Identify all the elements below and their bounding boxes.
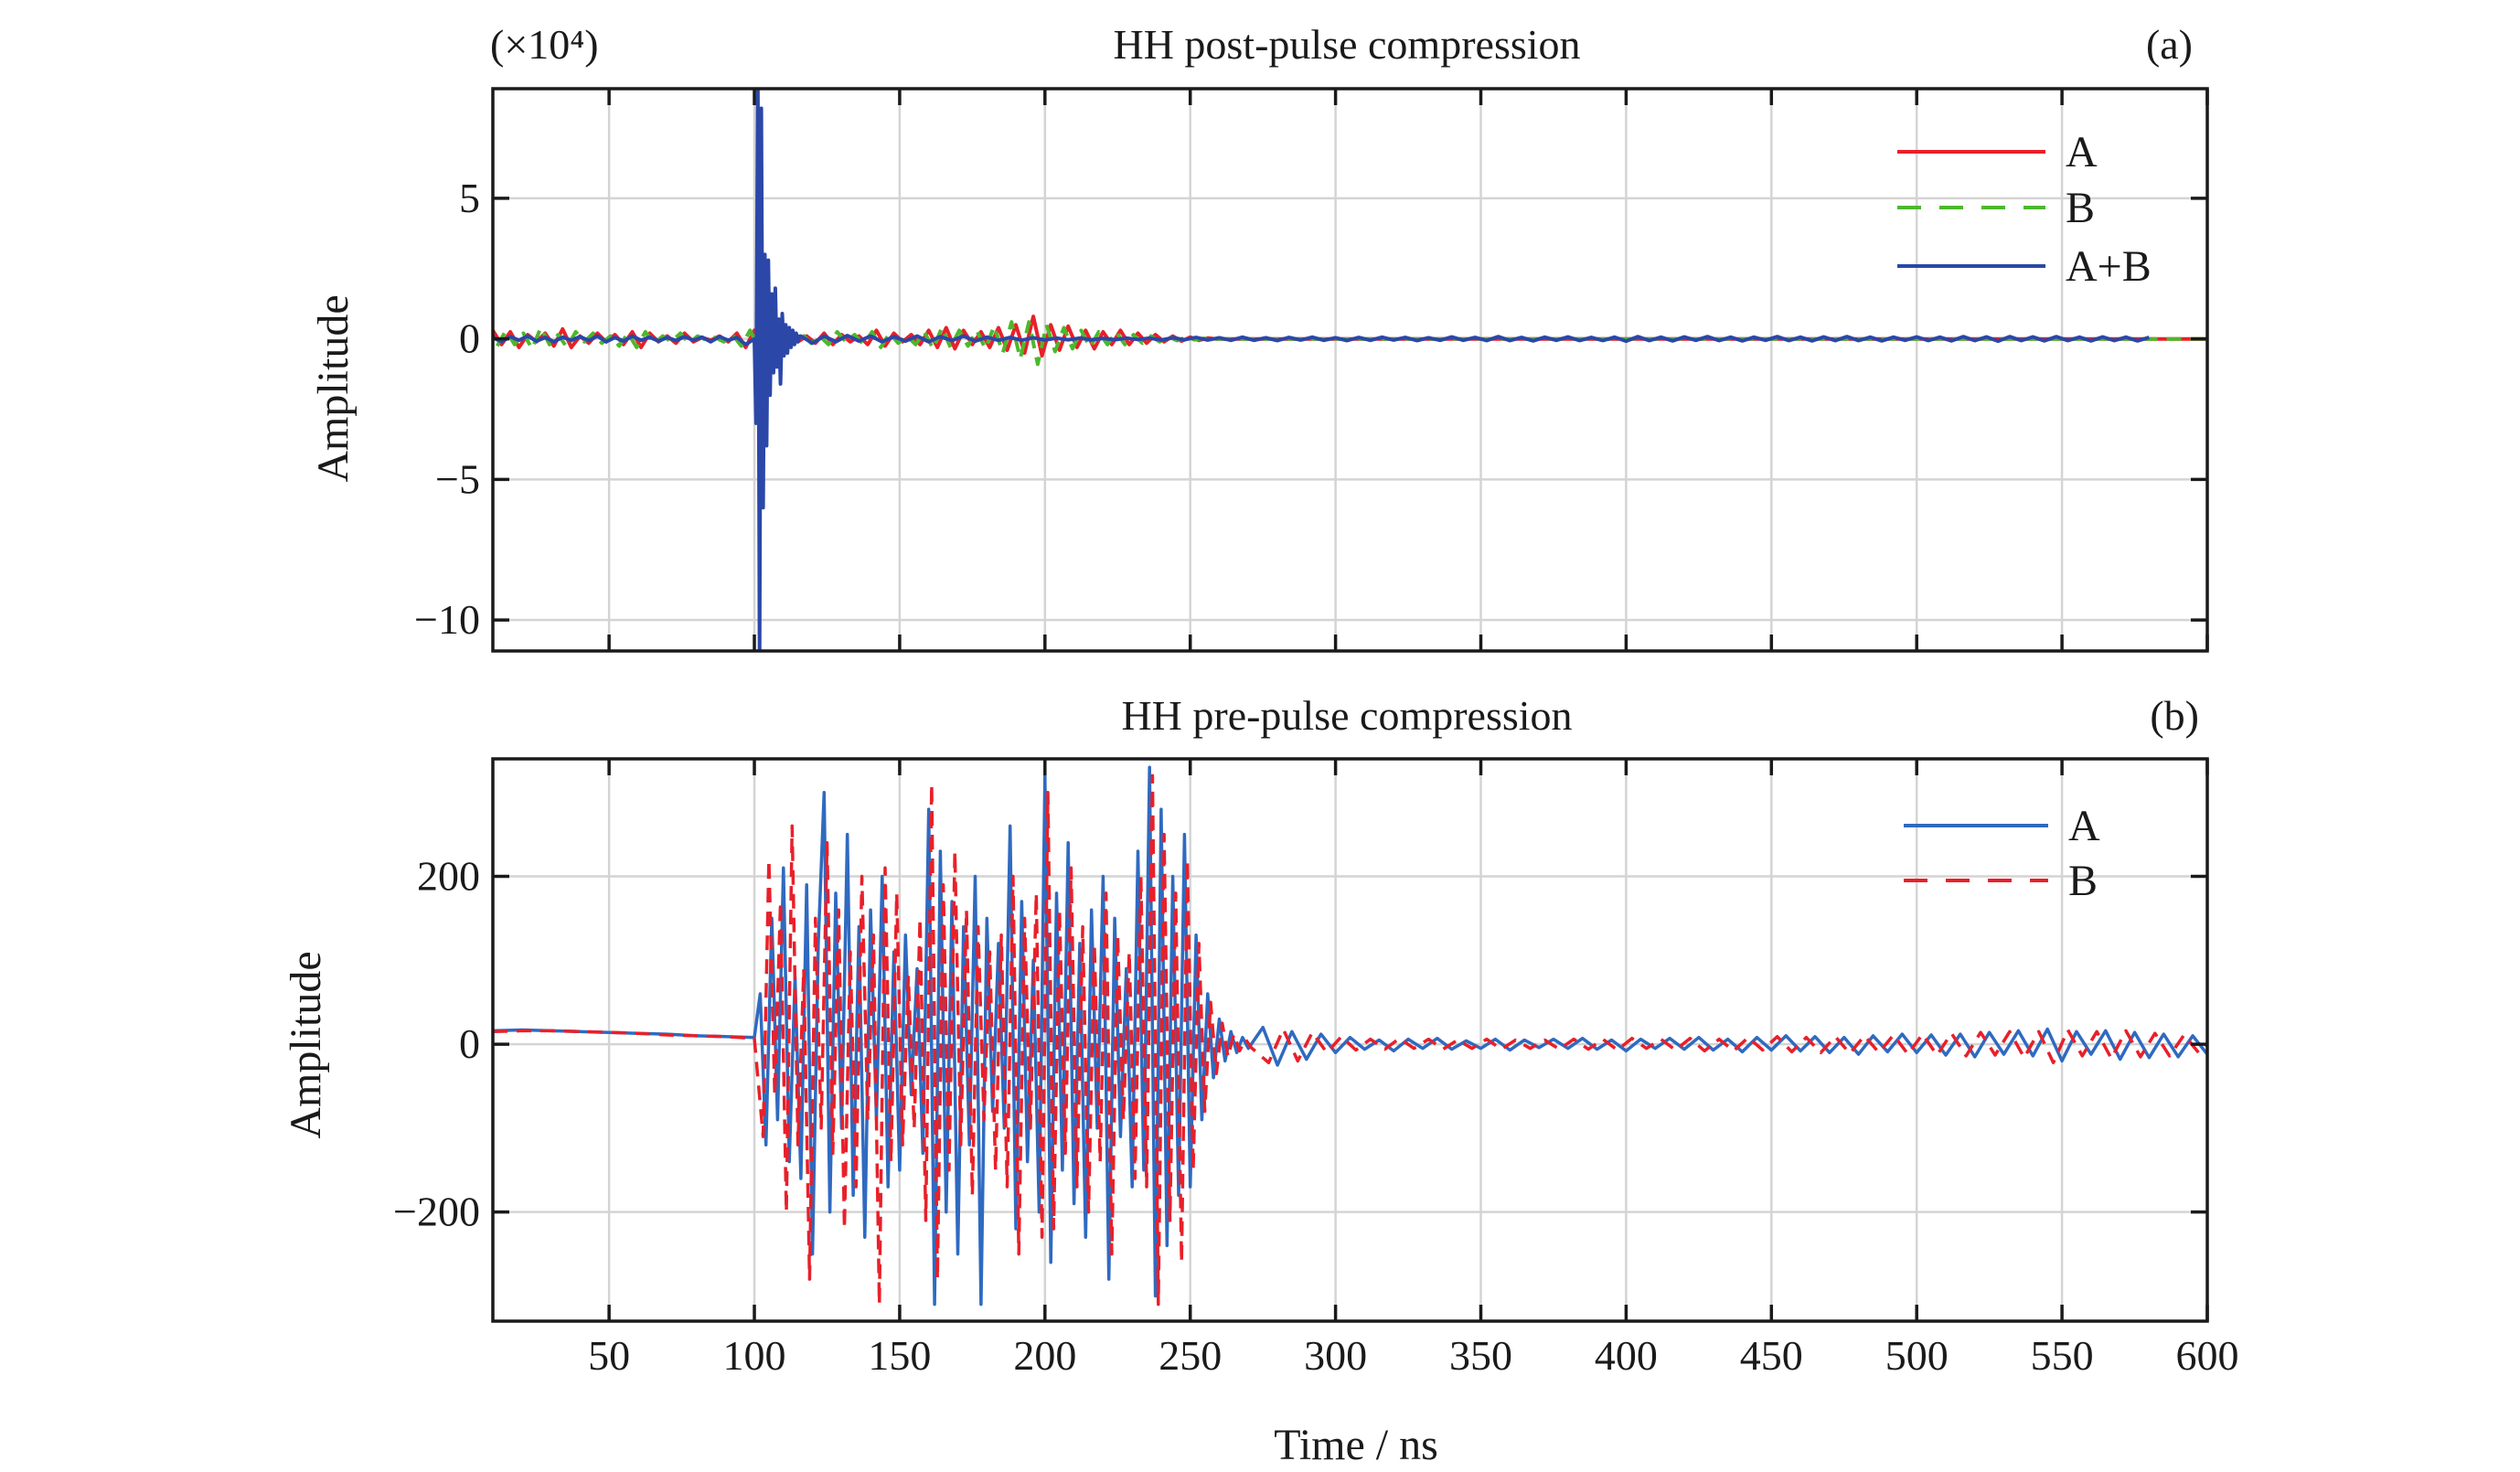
y-tick-label: 0 — [459, 315, 480, 362]
multiplier-label: (×10⁴) — [490, 21, 599, 68]
x-tick-labels: 50 100 150 200 250 300 350 400 450 500 550 600 — [588, 1332, 2238, 1379]
y-tick-label: 200 — [417, 853, 480, 900]
axes-frame — [491, 87, 2209, 653]
y-axis-label: Amplitude — [282, 951, 330, 1138]
plot-lines — [493, 89, 2207, 651]
tick-marks — [493, 759, 2209, 1321]
x-tick-label: 200 — [1013, 1332, 1076, 1379]
x-tick-label: 100 — [723, 1332, 786, 1379]
legend: AB — [1904, 802, 2100, 905]
y-tick-label: −200 — [393, 1189, 480, 1235]
x-tick-label: 250 — [1159, 1332, 1222, 1379]
y-tick-labels: 200 0 −200 — [393, 853, 480, 1235]
series-line-b — [496, 320, 2207, 367]
legend-label: B — [2066, 184, 2095, 232]
y-tick-label: −10 — [414, 596, 480, 643]
legend-label: A+B — [2066, 242, 2152, 291]
x-tick-label: 500 — [1885, 1332, 1949, 1379]
x-tick-label: 400 — [1595, 1332, 1658, 1379]
y-axis-label: Amplitude — [309, 294, 358, 482]
y-tick-label: 5 — [459, 175, 480, 221]
legend-label: B — [2068, 857, 2098, 905]
y-tick-labels: 5 0 −5 −10 — [414, 175, 480, 643]
x-tick-label: 300 — [1304, 1332, 1367, 1379]
x-tick-label: 550 — [2031, 1332, 2094, 1379]
series-line-a — [493, 765, 2207, 1307]
chart-title: HH pre-pulse compression — [1121, 692, 1572, 739]
gridlines — [493, 759, 2209, 1321]
chart-title: HH post-pulse compression — [1113, 21, 1580, 68]
panel-label: (a) — [2146, 21, 2193, 68]
legend: AB A+B — [1897, 128, 2152, 291]
x-tick-label: 50 — [588, 1332, 630, 1379]
x-tick-label: 600 — [2176, 1332, 2239, 1379]
gridlines — [493, 89, 2209, 651]
series-line-a-plus-b — [493, 89, 2150, 651]
legend-label: A — [2068, 802, 2100, 850]
x-tick-label: 150 — [868, 1332, 931, 1379]
legend-label: A — [2066, 128, 2098, 176]
panel-a: 5 0 −5 −10 (×10⁴) HH post-pulse compression… — [309, 21, 2209, 653]
series-line-b — [493, 773, 2207, 1307]
x-axis-label: Time / ns — [1274, 1421, 1438, 1469]
y-tick-label: 0 — [459, 1020, 480, 1067]
series-line-a — [493, 315, 2207, 358]
axes-frame — [491, 757, 2209, 1323]
x-tick-label: 450 — [1740, 1332, 1803, 1379]
x-tick-label: 350 — [1449, 1332, 1512, 1379]
panel-label: (b) — [2150, 692, 2199, 739]
y-tick-label: −5 — [435, 455, 480, 502]
plot-lines — [493, 765, 2207, 1307]
panel-b: 200 0 −200 50 100 150 200 250 300 350 400 450 500 55… — [282, 692, 2239, 1469]
tick-marks — [493, 89, 2209, 651]
